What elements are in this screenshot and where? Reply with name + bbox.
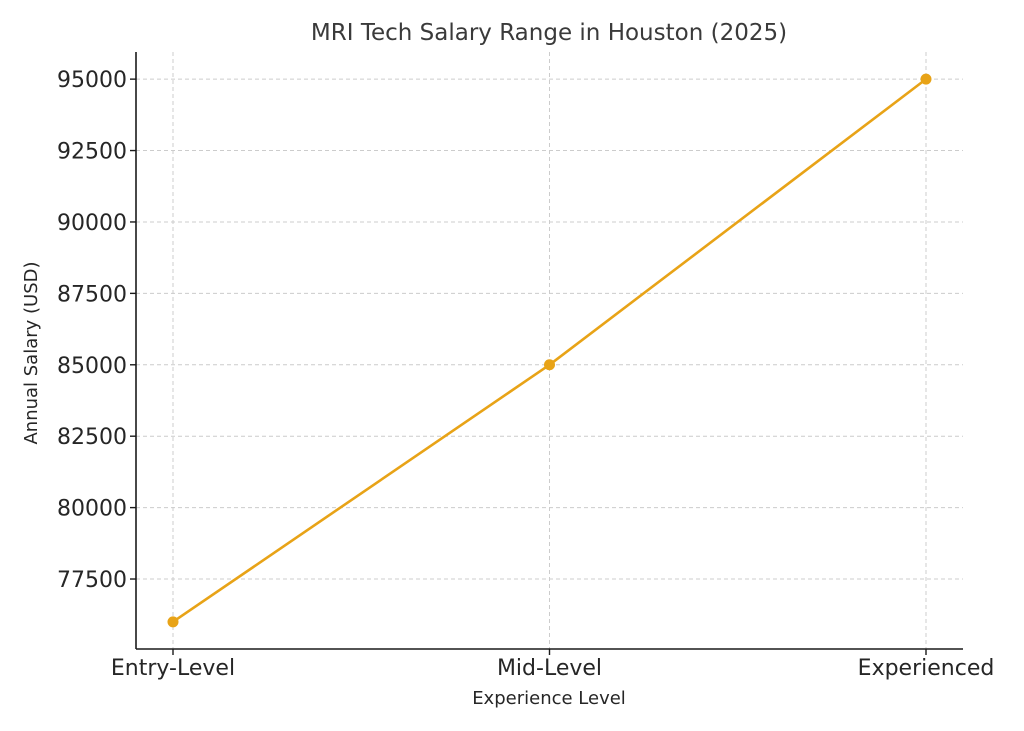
data-point-marker [167, 616, 179, 628]
x-tick-label: Mid-Level [497, 656, 602, 681]
x-tick-label: Entry-Level [111, 656, 235, 681]
y-tick-label: 95000 [57, 68, 127, 93]
y-tick-label: 90000 [57, 211, 127, 236]
y-tick-label: 82500 [57, 425, 127, 450]
data-point-marker [544, 359, 555, 371]
chart-title: MRI Tech Salary Range in Houston (2025) [311, 20, 787, 46]
series [167, 73, 932, 628]
y-tick-label: 77500 [57, 568, 127, 593]
ticks: Entry-Level Mid-Level Experienced 77500 8000… [57, 68, 994, 681]
y-tick-label: 80000 [57, 497, 127, 522]
y-tick-label: 87500 [57, 282, 127, 307]
y-tick-label: 92500 [57, 140, 127, 165]
x-tick-label: Experienced [858, 656, 995, 681]
data-point-marker [920, 73, 932, 85]
y-tick-label: 85000 [57, 354, 127, 379]
x-axis-label: Experience Level [472, 688, 626, 709]
y-axis-label: Annual Salary (USD) [21, 261, 42, 444]
